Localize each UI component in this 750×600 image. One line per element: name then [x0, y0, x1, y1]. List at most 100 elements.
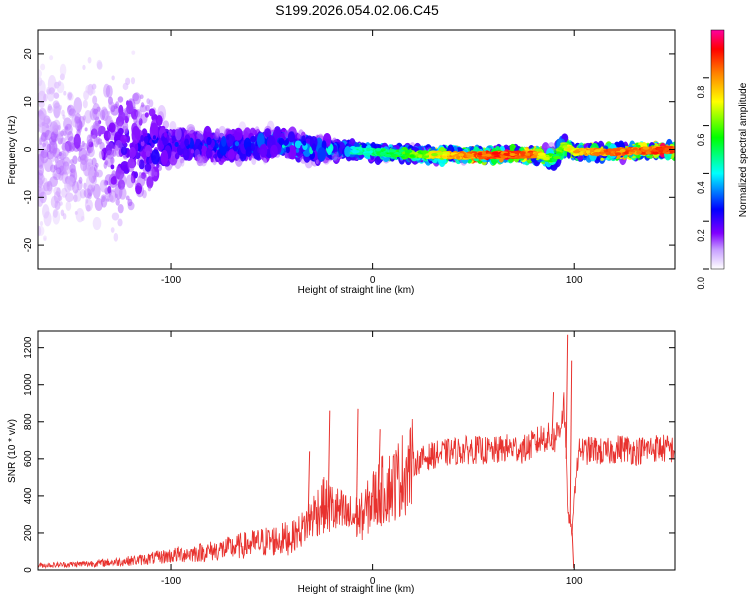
spectrogram-cell	[108, 101, 115, 111]
snr-spike	[571, 532, 575, 569]
spectrogram-cell	[113, 232, 119, 242]
spectrogram-cell	[431, 153, 438, 157]
spectrogram-cell	[129, 146, 136, 159]
spectrogram-cell	[57, 137, 63, 145]
spectrogram-cell	[43, 211, 52, 227]
spectrogram-cell	[57, 80, 62, 87]
spectrogram-cell	[579, 151, 584, 156]
spectrogram-cell	[441, 151, 450, 155]
spectrogram-cell	[110, 164, 115, 170]
spectrogram-cell	[130, 77, 136, 85]
spectrogram-cell	[127, 198, 133, 207]
spectrogram-cell	[107, 185, 112, 194]
spectrogram-cell	[537, 155, 545, 159]
spectrogram-cell	[136, 159, 141, 166]
spectrogram-cell	[270, 144, 278, 158]
spectrogram-cell	[285, 146, 290, 154]
spectrogram-cell	[82, 64, 86, 70]
spectrogram-cell	[566, 147, 572, 151]
spectrogram-cell	[376, 151, 381, 156]
snr-spike	[378, 429, 381, 495]
spectrogram-cell	[65, 140, 73, 153]
spectrogram-cell	[38, 153, 45, 167]
spectrogram-cell	[118, 187, 127, 200]
spectrogram-cell	[645, 151, 651, 155]
spectrogram-cell	[466, 154, 473, 158]
spectrogram-cell	[295, 148, 300, 153]
spectrogram-cell	[581, 148, 587, 152]
spectrogram-cell	[38, 113, 48, 129]
spectrogram-cell	[43, 235, 47, 241]
spectrogram-cell	[123, 107, 130, 116]
spectrogram-x-label: Height of straight line (km)	[298, 285, 415, 296]
spectrogram-cell	[52, 209, 58, 218]
spectrogram-cell	[553, 156, 561, 160]
snr-spike	[327, 410, 331, 508]
spectrogram-cell	[221, 135, 227, 147]
spectrogram-cell	[288, 145, 297, 160]
spectrogram-y-tick-label: -10	[23, 190, 34, 205]
spectrogram-cell	[65, 201, 72, 212]
spectrogram-cell	[551, 158, 558, 162]
spectrogram-cell	[605, 151, 610, 156]
spectrogram-cell	[126, 98, 136, 112]
spectrogram-cell	[168, 130, 173, 137]
snr-y-label: SNR (10 * v/v)	[7, 419, 18, 483]
spectrogram-cell	[110, 176, 117, 185]
spectrogram-cell	[214, 128, 220, 139]
snr-y-tick-label: 0	[23, 567, 34, 573]
spectrogram-cell	[213, 153, 218, 159]
spectrogram-cell	[52, 100, 60, 109]
spectrogram-cell	[398, 149, 404, 153]
snr-spike	[307, 451, 311, 522]
spectrogram-cell	[60, 153, 65, 161]
spectrogram-cell	[155, 115, 163, 127]
spectrogram-cell	[500, 155, 506, 159]
colorbar-tick-label: 0.4	[696, 181, 706, 194]
spectrogram-cell	[53, 92, 60, 99]
spectrogram-cell	[117, 127, 124, 135]
spectrogram-cell	[131, 125, 141, 144]
spectrogram-cell	[47, 104, 52, 111]
spectrogram-cell	[95, 136, 101, 145]
spectrogram-cell	[418, 154, 423, 159]
spectrogram-y-label: Frequency (Hz)	[7, 116, 18, 185]
spectrogram-cell	[245, 146, 252, 158]
spectrogram-cell	[197, 144, 203, 151]
snr-spike	[356, 408, 359, 518]
spectrogram-cell	[619, 149, 626, 153]
spectrogram-cell	[215, 143, 219, 149]
spectrogram-cell	[93, 108, 99, 115]
spectrogram-cell	[404, 149, 413, 154]
spectrogram-cell	[218, 125, 227, 138]
spectrogram-cell	[655, 147, 664, 151]
spectrogram-cell	[585, 150, 590, 154]
spectrogram-cell	[108, 122, 116, 133]
snr-y-tick-label: 200	[23, 524, 34, 541]
spectrogram-cell	[537, 152, 546, 156]
spectrogram-cell	[197, 156, 203, 164]
spectrogram-cell	[56, 169, 60, 174]
spectrogram-x-tick-label: 0	[370, 275, 376, 286]
spectrogram-cell	[83, 188, 92, 199]
spectrogram-cell	[225, 134, 230, 140]
spectrogram-cell	[485, 153, 492, 157]
spectrogram-cell	[84, 127, 88, 132]
snr-y-tick-label: 800	[23, 413, 34, 430]
spectrogram-cell	[375, 147, 382, 152]
spectrogram-cell	[44, 158, 53, 173]
colorbar-axes: 0.0 0.2 0.4 0.6 0.8	[696, 77, 709, 290]
spectrogram-cell	[111, 212, 120, 221]
spectrogram-cell	[133, 171, 138, 179]
spectrogram-cell	[481, 151, 487, 156]
spectrogram-cell	[611, 148, 618, 152]
spectrogram-cell	[119, 174, 127, 188]
spectrogram-cell	[101, 106, 108, 117]
spectrogram-cell	[174, 141, 179, 147]
spectrogram-cell	[441, 155, 447, 159]
spectrogram-cell	[379, 152, 387, 156]
spectrogram-cell	[125, 195, 130, 201]
